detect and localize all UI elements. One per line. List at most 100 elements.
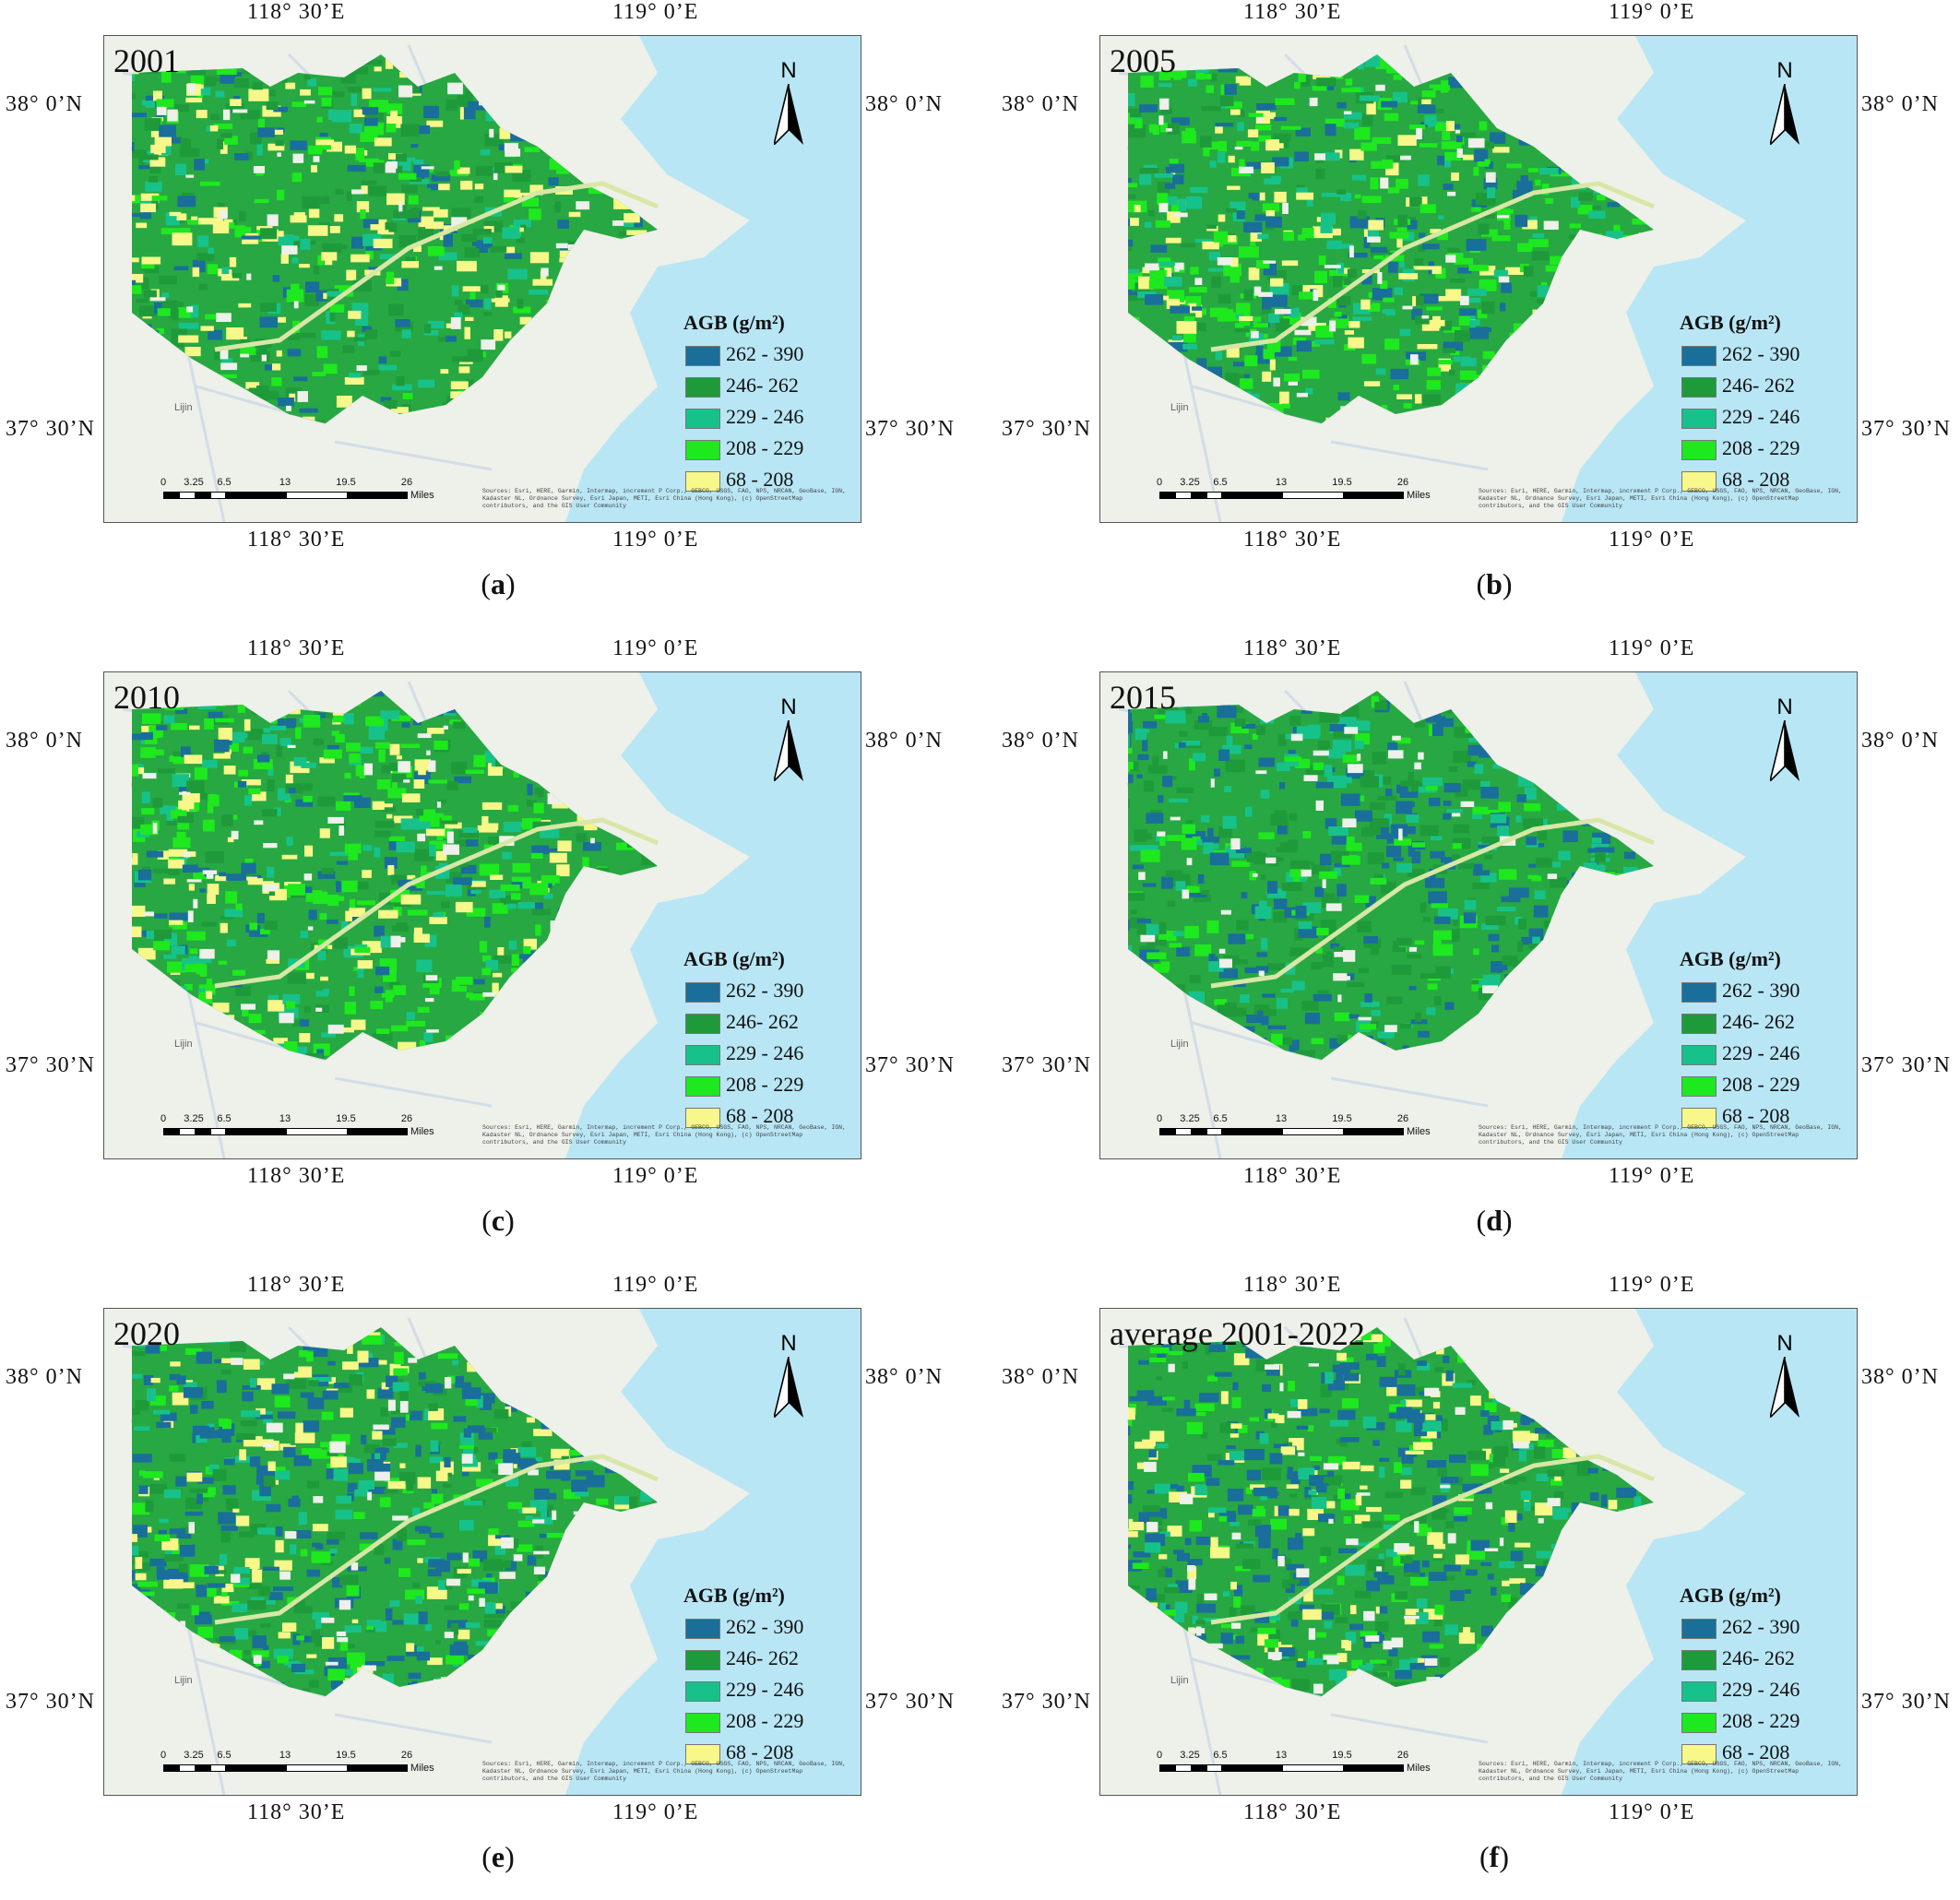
vegetation-patch	[425, 828, 445, 837]
vegetation-patch	[414, 849, 434, 861]
vegetation-patch	[339, 1027, 354, 1033]
vegetation-patch	[178, 787, 194, 794]
vegetation-patch	[534, 1488, 550, 1500]
legend-label: 208 - 229	[1722, 436, 1800, 459]
vegetation-patch	[1481, 214, 1495, 219]
vegetation-patch	[568, 1450, 581, 1456]
vegetation-patch	[263, 390, 279, 400]
vegetation-patch	[1367, 304, 1381, 312]
non-vegetated-patch	[1325, 903, 1342, 911]
vegetation-patch	[332, 713, 349, 723]
vegetation-patch	[619, 1695, 633, 1696]
vegetation-patch	[413, 779, 425, 789]
vegetation-patch	[1341, 855, 1360, 865]
vegetation-patch	[1262, 993, 1276, 998]
vegetation-patch	[388, 836, 406, 841]
vegetation-patch	[1314, 886, 1324, 897]
vegetation-patch	[429, 985, 440, 995]
vegetation-patch	[1424, 114, 1437, 125]
vegetation-patch	[212, 1003, 230, 1013]
vegetation-patch	[467, 1425, 485, 1433]
vegetation-patch	[1305, 387, 1313, 395]
vegetation-patch	[221, 1431, 232, 1443]
vegetation-patch	[241, 862, 256, 874]
legend-label: 246- 262	[1722, 374, 1795, 397]
vegetation-patch	[655, 391, 658, 401]
non-vegetated-patch	[1301, 869, 1312, 877]
vegetation-patch	[149, 1395, 166, 1406]
vegetation-patch	[1437, 155, 1447, 166]
vegetation-patch	[438, 252, 457, 261]
non-vegetated-patch	[1314, 153, 1325, 160]
vegetation-patch	[398, 172, 417, 180]
vegetation-patch	[1128, 734, 1130, 747]
map-canvas: Lijin	[1100, 36, 1746, 522]
vegetation-patch	[1261, 1014, 1269, 1026]
vegetation-patch	[1452, 929, 1460, 943]
non-vegetated-patch	[279, 1013, 294, 1024]
vegetation-patch	[1481, 923, 1499, 931]
non-vegetated-patch	[403, 779, 410, 783]
vegetation-patch	[1314, 270, 1327, 284]
vegetation-patch	[488, 1452, 498, 1460]
vegetation-patch	[132, 212, 145, 218]
vegetation-patch	[1454, 257, 1474, 265]
vegetation-patch	[1645, 958, 1654, 968]
vegetation-patch	[322, 1390, 339, 1400]
vegetation-patch	[184, 347, 201, 357]
vegetation-patch	[1182, 824, 1196, 835]
vegetation-patch	[576, 833, 588, 842]
vegetation-patch	[1466, 239, 1487, 251]
vegetation-patch	[1336, 263, 1345, 274]
vegetation-patch	[1128, 239, 1134, 247]
vegetation-patch	[157, 308, 171, 316]
vegetation-patch	[1164, 183, 1176, 189]
vegetation-patch	[1275, 98, 1295, 105]
vegetation-patch	[333, 1468, 348, 1481]
vegetation-patch	[476, 1393, 495, 1404]
vegetation-patch	[1645, 781, 1653, 791]
vegetation-patch	[1537, 299, 1550, 304]
vegetation-patch	[1261, 309, 1272, 315]
vegetation-patch	[300, 931, 308, 939]
vegetation-patch	[1322, 192, 1342, 197]
vegetation-patch	[1312, 85, 1329, 91]
vegetation-patch	[1218, 140, 1228, 152]
vegetation-patch	[138, 165, 154, 170]
vegetation-patch	[400, 894, 422, 905]
vegetation-patch	[458, 1444, 474, 1449]
vegetation-patch	[1270, 813, 1288, 825]
vegetation-patch	[1533, 905, 1549, 918]
vegetation-patch	[1606, 231, 1623, 242]
vegetation-patch	[237, 780, 247, 788]
legend-swatch	[685, 377, 720, 398]
non-vegetated-patch	[1445, 255, 1456, 263]
vegetation-patch	[1218, 214, 1226, 222]
vegetation-patch	[1377, 796, 1397, 801]
non-vegetated-patch	[187, 83, 196, 94]
vegetation-patch	[484, 823, 499, 831]
vegetation-patch	[1469, 319, 1480, 326]
vegetation-patch	[352, 914, 361, 921]
vegetation-patch	[288, 884, 305, 896]
vegetation-patch	[1170, 776, 1177, 780]
vegetation-patch	[1513, 323, 1523, 334]
vegetation-patch	[193, 872, 213, 880]
vegetation-patch	[492, 903, 508, 914]
vegetation-patch	[132, 93, 136, 100]
vegetation-patch	[189, 1488, 208, 1493]
vegetation-patch	[308, 1680, 319, 1688]
vegetation-patch	[481, 968, 492, 976]
vegetation-patch	[1289, 716, 1301, 726]
vegetation-patch	[1487, 187, 1496, 198]
vegetation-patch	[511, 954, 519, 966]
vegetation-patch	[224, 136, 238, 145]
non-vegetated-patch	[303, 100, 315, 104]
vegetation-patch	[303, 1420, 320, 1432]
vegetation-patch	[344, 1002, 356, 1015]
north-arrow-icon	[1770, 720, 1800, 781]
panel-year: 2001	[113, 42, 180, 79]
non-vegetated-patch	[1416, 127, 1422, 140]
vegetation-patch	[1315, 326, 1334, 338]
scale-segment	[1221, 492, 1283, 499]
